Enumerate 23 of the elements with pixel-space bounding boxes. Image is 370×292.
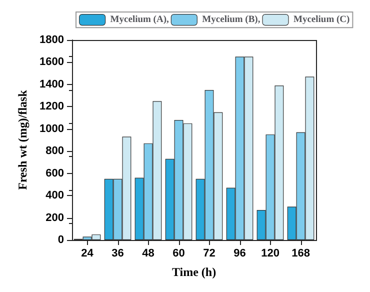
x-tick-label: 36 xyxy=(112,248,124,260)
y-axis-title: Fresh wt (mg)/flask xyxy=(16,90,30,190)
y-tick-label: 1200 xyxy=(40,100,64,113)
x-tick-label: 120 xyxy=(261,248,280,260)
y-tick-label: 400 xyxy=(46,190,64,202)
x-tick-label: 168 xyxy=(292,248,310,260)
y-tick-label: 1600 xyxy=(40,56,64,68)
y-tick-label: 0 xyxy=(58,234,64,246)
x-tick-label: 24 xyxy=(81,248,94,260)
y-tick-label: 1400 xyxy=(40,78,64,90)
x-tick-label: 48 xyxy=(142,248,154,260)
legend-label: Mycelium (A), xyxy=(110,14,170,25)
y-tick-label: 800 xyxy=(46,145,64,158)
x-tick-label: 96 xyxy=(234,248,246,260)
y-tick-label: 1800 xyxy=(40,34,64,46)
x-tick-label: 60 xyxy=(172,248,185,260)
x-tick-label: 72 xyxy=(203,248,216,260)
y-tick-label: 1000 xyxy=(40,122,64,135)
legend-label: Mycelium (B), xyxy=(202,14,261,25)
x-axis-title: Time (h) xyxy=(172,265,216,279)
legend-label: Mycelium (C) xyxy=(294,14,350,25)
y-tick-label: 200 xyxy=(46,212,64,224)
y-tick-label: 600 xyxy=(46,167,64,180)
